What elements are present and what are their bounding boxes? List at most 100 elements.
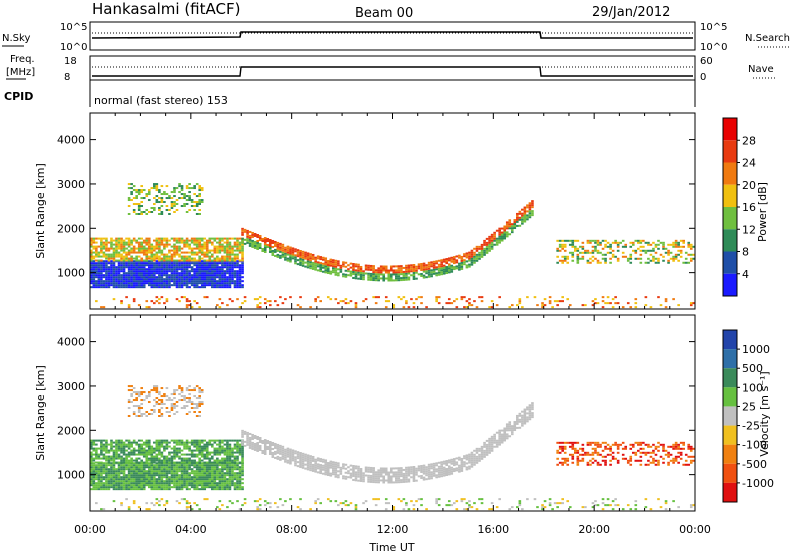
radar-cell: [332, 461, 335, 464]
radar-cell: [223, 478, 227, 481]
radar-cell: [395, 473, 398, 476]
radar-cell: [130, 445, 133, 448]
radar-cell: [158, 403, 161, 406]
radar-cell: [362, 476, 365, 479]
radar-cell: [218, 243, 222, 246]
radar-cell: [180, 296, 184, 299]
radar-cell: [223, 247, 227, 250]
radar-cell: [435, 262, 438, 265]
radar-cell: [372, 279, 375, 282]
radar-cell: [180, 480, 184, 483]
radar-cell: [160, 205, 164, 208]
radar-cell: [185, 262, 189, 265]
radar-cell: [198, 484, 201, 487]
radar-cell: [120, 486, 123, 489]
radar-cell: [170, 253, 174, 256]
radar-cell: [453, 256, 456, 259]
radar-cell: [208, 251, 212, 254]
radar-cell: [228, 282, 232, 285]
radar-cell: [231, 278, 234, 281]
radar-cell: [263, 247, 267, 249]
radar-cell: [140, 413, 144, 415]
radar-cell: [160, 453, 164, 456]
radar-cell: [296, 304, 300, 307]
radar-cell: [266, 300, 270, 303]
radar-cell: [158, 474, 161, 477]
radar-cell: [377, 271, 380, 274]
radar-cell: [145, 255, 149, 258]
radar-cell: [120, 476, 123, 479]
radar-cell: [208, 264, 212, 267]
radar-cell: [226, 472, 229, 475]
radar-cell: [296, 451, 300, 454]
radar-cell: [127, 472, 131, 475]
radar-cell: [158, 409, 161, 412]
radar-cell: [470, 257, 474, 260]
radar-cell: [334, 471, 338, 474]
radar-cell: [105, 255, 108, 258]
radar-cell: [442, 474, 446, 477]
radar-cell: [158, 482, 161, 485]
radar-cell: [223, 284, 227, 287]
radar-cell: [321, 270, 325, 273]
radar-cell: [324, 473, 328, 476]
radar-cell: [105, 280, 108, 283]
radar-cell: [195, 464, 199, 467]
radar-cell: [271, 249, 275, 252]
radar-cell: [286, 249, 290, 252]
radar-cell: [321, 266, 325, 269]
radar-cell: [455, 298, 459, 301]
radar-cell: [195, 397, 199, 400]
radar-cell: [193, 253, 196, 256]
radar-cell: [241, 439, 244, 442]
radar-cell: [677, 249, 680, 252]
radar-cell: [384, 473, 388, 476]
radar-cell: [253, 434, 257, 437]
radar-cell: [236, 480, 239, 483]
radar-cell: [127, 270, 131, 273]
radar-cell: [233, 451, 237, 454]
radar-cell: [198, 251, 201, 254]
radar-cell: [420, 274, 423, 277]
radar-cell: [193, 445, 196, 448]
radar-cell: [195, 478, 199, 481]
radar-cell: [332, 473, 335, 476]
radar-cell: [364, 468, 368, 471]
radar-cell: [276, 247, 280, 250]
radar-cell: [185, 280, 189, 283]
radar-cell: [188, 401, 191, 404]
radar-cell: [276, 304, 280, 307]
radar-cell: [463, 457, 466, 460]
radar-cell: [158, 453, 161, 456]
radar-cell: [488, 249, 491, 252]
radar-cell: [107, 472, 111, 475]
radar-cell: [145, 459, 149, 462]
radar-cell: [342, 467, 345, 470]
radar-cell: [195, 259, 199, 262]
radar-cell: [127, 478, 131, 481]
radar-cell: [150, 389, 154, 392]
radar-cell: [127, 482, 131, 485]
radar-cell: [135, 470, 138, 473]
radar-cell: [150, 249, 154, 252]
radar-cell: [107, 459, 111, 462]
radar-cell: [352, 465, 355, 468]
radar-cell: [314, 466, 317, 469]
radar-cell: [173, 468, 176, 471]
radar-cell: [216, 268, 219, 271]
radar-cell: [216, 266, 219, 269]
radar-cell: [168, 441, 171, 444]
radar-cell: [473, 463, 476, 466]
radar-cell: [591, 251, 595, 254]
radar-cell: [211, 468, 214, 471]
radar-cell: [155, 385, 159, 388]
radar-cell: [175, 251, 179, 254]
radar-cell: [127, 187, 131, 190]
radar-cell: [470, 259, 474, 262]
radar-cell: [241, 482, 244, 485]
radar-cell: [160, 459, 164, 462]
radar-cell: [102, 449, 106, 452]
radar-cell: [140, 282, 144, 285]
radar-cell: [357, 267, 360, 270]
radar-cell: [170, 482, 174, 485]
